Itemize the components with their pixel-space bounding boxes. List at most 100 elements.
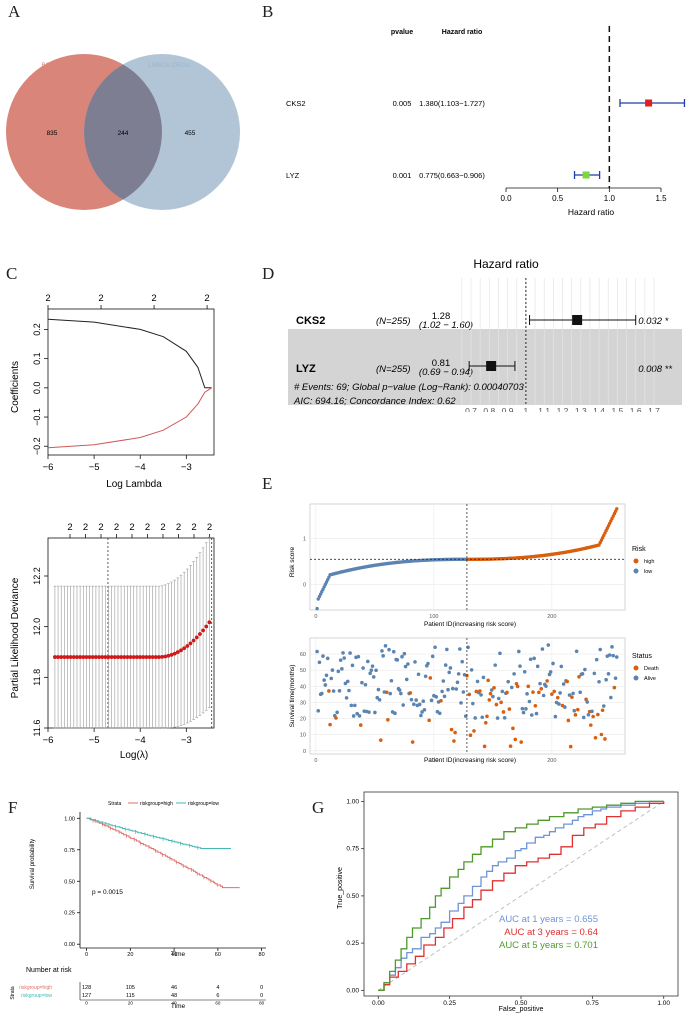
lasso-cv-point [90, 655, 95, 659]
survival-status-death-point [501, 710, 506, 714]
survival-status-alive-point [456, 672, 461, 676]
lasso-cv-point [153, 655, 158, 659]
forest-b-hr-header: Hazard ratio [442, 29, 482, 36]
lasso-cv-point [68, 655, 73, 659]
forest-d-xtick-label: 1.4 [593, 406, 605, 412]
lasso-cv-point [188, 641, 193, 646]
km-risk-value: 128 [82, 985, 91, 991]
survival-status-alive-point [535, 664, 540, 669]
survival-status-alive-point [316, 709, 321, 713]
survival-status-alive-point [355, 711, 359, 716]
km-xtick-label: 40 [171, 952, 177, 958]
km-xlabel: Time [171, 951, 186, 958]
lasso-cv-toptick-label: 2 [83, 522, 88, 533]
survival-status-death-point [482, 744, 487, 749]
survival-status-alive-point [567, 693, 572, 697]
survival-status-death-point [568, 744, 573, 749]
survival-status-death-point [584, 697, 588, 702]
survival-status-ytick-label: 60 [300, 652, 306, 658]
roc-xtick-label: 0.00 [372, 1000, 385, 1007]
lasso-cv-xlabel: Log(λ) [120, 750, 148, 761]
lasso-cv-point [157, 655, 161, 659]
survival-status-death-point [499, 700, 503, 705]
forest-d-ci-2: (0.69 − 0.94) [419, 367, 473, 378]
survival-status-death-point [570, 695, 574, 699]
survival-status-alive-point [454, 687, 459, 691]
survival-status-alive-point [401, 703, 406, 707]
survival-status-alive-point [391, 649, 396, 654]
km-risk-value: 6 [216, 993, 219, 999]
survival-status-alive-point [460, 659, 464, 664]
km-ytick-label: 1.00 [64, 816, 75, 822]
forest-b-point [582, 171, 590, 179]
survival-status-alive-point [375, 695, 380, 700]
forest-b-xtick-label: 1.0 [604, 194, 616, 203]
survival-status-alive-point [442, 694, 447, 699]
survival-status-death-point [483, 720, 488, 725]
forest-d-gene-2: LYZ [296, 363, 316, 375]
lasso-cv-point [141, 655, 146, 659]
survival-status-death-point [494, 702, 499, 707]
lasso-cv-point [175, 650, 180, 654]
lasso-cv-toptick-label: 2 [129, 522, 134, 533]
survival-status-alive-point [578, 690, 582, 695]
roc-legend-1: AUC at 1 years = 0.655 [499, 914, 598, 925]
lasso-coef-xtick-label: −4 [135, 462, 146, 473]
survival-status-alive-point [528, 657, 533, 662]
survival-status-alive-point [336, 669, 341, 674]
km-risk-title: Number at risk [26, 967, 72, 974]
lasso-cv-point [78, 655, 83, 659]
survival-status-alive-point [440, 689, 444, 694]
lasso-cv-point [204, 624, 209, 629]
survival-status-death-point [427, 718, 431, 723]
forest-b-xtick-label: 1.5 [655, 194, 667, 203]
survival-status-alive-point [325, 656, 330, 661]
roc-plot: True_positive False_positive AUC at 1 ye… [337, 791, 679, 1013]
km-legend-low-label: riskgroup=low [188, 801, 219, 807]
survival-status-alive-point [337, 689, 342, 693]
lasso-cv-point [191, 638, 196, 643]
risk-score-plot: Risk score Patient ID(increasing risk sc… [289, 503, 654, 628]
lasso-coef-xlabel: Log Lambda [106, 479, 162, 490]
forest-d-hr-2: 0.81 [432, 358, 451, 369]
lasso-coef-ytick-label: 0.2 [32, 323, 42, 336]
survival-status-alive-point [471, 701, 475, 706]
survival-status-death-point [531, 690, 535, 694]
survival-status-alive-point [340, 667, 344, 671]
lasso-cv-point [131, 655, 136, 659]
forest-d-hr-1: 1.28 [432, 311, 451, 322]
survival-status-alive-point [532, 656, 536, 661]
survival-status-alive-point [395, 658, 400, 662]
survival-status-alive-point [376, 687, 381, 692]
lasso-cv-point [112, 655, 117, 659]
risk-score-point [615, 507, 619, 511]
roc-xtick-label: 0.75 [586, 1000, 599, 1007]
survival-status-alive-point [363, 682, 368, 687]
lasso-cv-point [100, 655, 105, 659]
survival-status-death-point [511, 726, 515, 731]
survival-status-alive-point [373, 710, 377, 715]
forest-d-sig-2: ** [665, 364, 673, 375]
survival-status-alive-point [544, 684, 548, 688]
km-legend-title: Strata [108, 801, 122, 807]
forest-d-n-2: (N=255) [376, 364, 411, 375]
survival-status-alive-point [434, 695, 439, 699]
venn-left-count: 835 [47, 130, 58, 137]
survival-status-alive-point [527, 699, 532, 704]
survival-status-alive-point [517, 649, 521, 654]
lasso-cv-toptick-label: 2 [191, 522, 196, 533]
survival-status-alive-point [443, 663, 448, 667]
lasso-cv-frame [47, 537, 215, 729]
panel-label-g: G [312, 798, 325, 817]
survival-status-plot: Survival time(months) Patient ID(increas… [289, 637, 659, 764]
lasso-cv-xtick-label: −6 [43, 735, 54, 746]
survival-status-death-point [513, 737, 518, 742]
forest-d-point [572, 315, 583, 325]
lasso-cv-point [163, 654, 168, 659]
lasso-coef-xtick-label: −6 [43, 462, 54, 473]
panel-label-a: A [8, 2, 21, 21]
survival-status-death-point [550, 692, 554, 696]
lasso-cv-point [182, 646, 187, 651]
survival-status-alive-point [353, 703, 357, 708]
lasso-cv-point [116, 655, 120, 659]
